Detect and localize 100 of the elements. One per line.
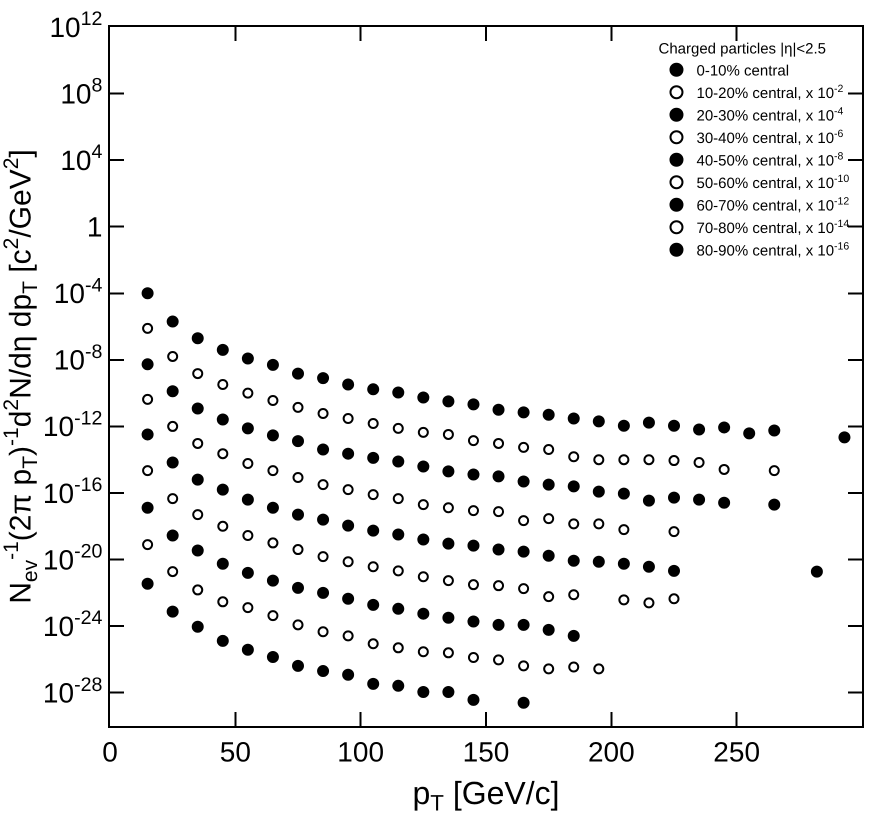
point: [418, 571, 429, 582]
point: [392, 680, 404, 692]
point: [467, 616, 480, 628]
point: [317, 665, 330, 678]
point: [192, 509, 204, 520]
point: [166, 529, 179, 542]
point: [242, 458, 254, 470]
point: [642, 416, 655, 429]
point: [643, 597, 654, 608]
legend-label: 80-90% central, x 10$^{-16}$: [696, 240, 850, 260]
point: [668, 593, 680, 604]
point: [810, 566, 823, 578]
point: [643, 454, 654, 466]
point: [618, 524, 630, 536]
point: [493, 438, 504, 449]
point: [242, 422, 254, 434]
point: [492, 404, 505, 416]
point: [142, 322, 154, 334]
point: [216, 414, 229, 426]
point: [618, 594, 630, 606]
point: [442, 575, 454, 586]
point: [442, 502, 454, 514]
point: [518, 406, 530, 418]
point: [468, 579, 479, 590]
point: [568, 630, 580, 642]
legend-label: 40-50% central, x 10$^{-8}$: [696, 150, 844, 170]
y-tick-label: 10$^{-20}$: [42, 540, 102, 576]
point: [267, 395, 278, 406]
point: [342, 484, 354, 496]
point: [418, 646, 429, 658]
point: [442, 395, 454, 408]
point: [392, 602, 404, 615]
point: [266, 651, 279, 663]
point: [266, 358, 279, 371]
point: [618, 454, 630, 466]
point: [543, 663, 554, 674]
point: [292, 368, 304, 380]
y-tick-label: 10$^{-4}$: [54, 274, 102, 310]
point: [318, 551, 329, 562]
point: [492, 618, 505, 631]
point: [368, 561, 379, 572]
point: [743, 427, 756, 440]
point: [342, 592, 354, 605]
point: [468, 435, 479, 446]
point: [242, 644, 254, 656]
point: [217, 448, 228, 460]
x-axis-title: p$_{T}$ [GeV/c]: [412, 775, 560, 816]
point: [693, 494, 706, 506]
point: [318, 479, 329, 490]
point: [642, 494, 655, 507]
point: [317, 372, 330, 384]
point: [668, 420, 680, 432]
point: [468, 505, 479, 516]
point: [518, 476, 530, 488]
point: [492, 470, 505, 482]
point: [542, 408, 555, 421]
point: [292, 544, 304, 556]
point: [668, 455, 680, 466]
point: [417, 534, 430, 546]
point: [242, 602, 254, 614]
point: [217, 520, 228, 532]
point: [342, 448, 354, 460]
x-tick-label: 250: [713, 736, 760, 768]
point: [392, 642, 404, 654]
point: [317, 444, 330, 456]
point: [642, 560, 655, 573]
point: [518, 442, 530, 453]
point: [694, 457, 705, 468]
point: [317, 514, 330, 526]
legend-label: 0-10% central: [696, 62, 790, 80]
point: [367, 524, 380, 537]
point: [592, 556, 605, 568]
point: [493, 654, 504, 666]
point: [166, 606, 179, 618]
point: [292, 582, 304, 594]
point: [142, 394, 154, 405]
point: [192, 620, 204, 633]
y-tick-label: 10$^{-8}$: [54, 340, 102, 376]
point: [192, 332, 204, 344]
point: [467, 694, 480, 706]
legend-title: Charged particles |η|<2.5: [658, 40, 826, 58]
point: [442, 465, 454, 478]
y-tick-label: 10$^{8}$: [60, 74, 102, 110]
point: [768, 498, 780, 511]
point: [568, 554, 580, 567]
point: [418, 426, 429, 438]
point: [142, 539, 154, 550]
point: [838, 431, 850, 444]
y-tick-label: 1: [86, 212, 102, 243]
legend-label: 10-20% central, x 10$^{-2}$: [696, 82, 844, 102]
point: [142, 428, 154, 440]
point: [292, 472, 304, 484]
point: [367, 678, 380, 690]
point: [266, 502, 279, 514]
point: [292, 435, 304, 448]
point: [292, 660, 304, 672]
point: [467, 468, 480, 480]
point: [618, 558, 630, 570]
point: [167, 566, 178, 578]
point: [142, 465, 154, 476]
